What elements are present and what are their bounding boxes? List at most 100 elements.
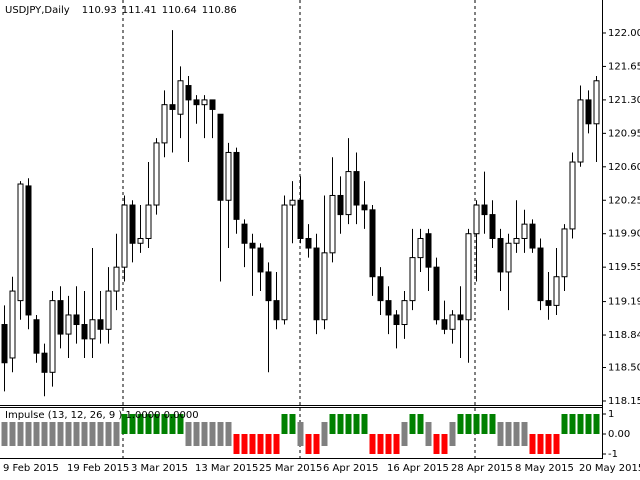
candle-body [49, 300, 56, 373]
y-tick-label: 121.30 [608, 95, 640, 106]
impulse-bar [241, 434, 248, 454]
candle-body [1, 324, 8, 364]
impulse-bar [225, 422, 232, 446]
y-tick-label: 120.25 [608, 195, 640, 206]
impulse-bar [353, 414, 360, 434]
impulse-bar [257, 434, 264, 454]
symbol: USDJPY,Daily [5, 5, 70, 16]
candle-body [473, 204, 480, 235]
candle-body [41, 352, 48, 373]
candle-body [385, 300, 392, 316]
candle-body [585, 99, 592, 125]
impulse-bar [41, 422, 48, 446]
candle-body [401, 300, 408, 326]
x-tick-label: 20 May 2015 [579, 463, 640, 474]
candle-body [481, 204, 488, 216]
impulse-bar [265, 434, 272, 454]
x-tick-label: 9 Feb 2015 [3, 463, 59, 474]
impulse-bar [369, 434, 376, 454]
impulse-bar [185, 422, 192, 446]
candle-body [161, 104, 168, 144]
impulse-bar [361, 414, 368, 434]
impulse-bar [113, 422, 120, 446]
candle-body [545, 300, 552, 306]
candle-body [593, 80, 600, 125]
impulse-bar [313, 434, 320, 454]
impulse-bar [521, 422, 528, 446]
candle-body [9, 290, 16, 359]
impulse-bar [553, 434, 560, 454]
impulse-bar [329, 414, 336, 434]
impulse-bar [137, 414, 144, 434]
impulse-bar [145, 414, 152, 434]
candle-body [81, 324, 88, 340]
candle-body [577, 99, 584, 163]
impulse-bar [81, 422, 88, 446]
impulse-bar [281, 414, 288, 434]
candle-body [345, 171, 352, 216]
candle-body [553, 276, 560, 306]
impulse-bar [129, 414, 136, 434]
candle-body [129, 204, 136, 244]
impulse-bar [385, 434, 392, 454]
impulse-bar [529, 434, 536, 454]
impulse-bar [305, 434, 312, 454]
candle-body [297, 199, 304, 239]
candle-body [17, 183, 24, 302]
candle-body [209, 99, 216, 110]
candle-body [417, 237, 424, 259]
candle-body [425, 233, 432, 268]
candle-body [89, 319, 96, 340]
impulse-bar [577, 414, 584, 434]
y-tick-label: 118.50 [608, 363, 640, 374]
candle-body [25, 185, 32, 316]
candle-body [305, 237, 312, 249]
candle-body [361, 204, 368, 211]
impulse-bar [193, 422, 200, 446]
impulse-bar [345, 414, 352, 434]
candle-body [537, 247, 544, 302]
impulse-bar [513, 422, 520, 446]
impulse-bar [17, 422, 24, 446]
impulse-bar [569, 414, 576, 434]
candle-body [265, 271, 272, 302]
candle-body [465, 233, 472, 321]
impulse-bar [49, 422, 56, 446]
candle-body [409, 257, 416, 302]
candle-body [497, 237, 504, 273]
candle-body [273, 300, 280, 321]
candle-body [73, 314, 80, 326]
y-tick-label: 120.60 [608, 162, 640, 173]
x-tick-label: 3 Mar 2015 [131, 463, 188, 474]
candle-body [313, 247, 320, 321]
candle-body [289, 199, 296, 206]
x-tick-label: 16 Apr 2015 [387, 463, 449, 474]
candle-body [369, 209, 376, 278]
chart-title: USDJPY,Daily 110.93 111.41 110.64 110.86 [5, 5, 237, 16]
impulse-bar [57, 422, 64, 446]
impulse-bar [161, 414, 168, 434]
x-tick-label: 8 May 2015 [515, 463, 574, 474]
impulse-bar [593, 414, 600, 434]
impulse-bar [481, 414, 488, 434]
impulse-bar [33, 422, 40, 446]
impulse-bar [297, 422, 304, 446]
y-tick-label: 121.65 [608, 61, 640, 72]
impulse-bar [425, 422, 432, 446]
impulse-bar [457, 414, 464, 434]
candle-body [433, 266, 440, 321]
candle-body [489, 214, 496, 239]
candle-body [329, 194, 336, 254]
x-tick-label: 13 Mar 2015 [195, 463, 258, 474]
candle-body [241, 223, 248, 244]
candle-body [233, 151, 240, 220]
candle-body [569, 161, 576, 230]
y-tick-label: 119.19 [608, 297, 640, 308]
impulse-bar [489, 414, 496, 434]
y-tick-label: 0.00 [608, 429, 630, 440]
impulse-bar [401, 422, 408, 446]
impulse-bar [201, 422, 208, 446]
impulse-bar [537, 434, 544, 454]
impulse-bar [9, 422, 16, 446]
candle-body [185, 85, 192, 101]
